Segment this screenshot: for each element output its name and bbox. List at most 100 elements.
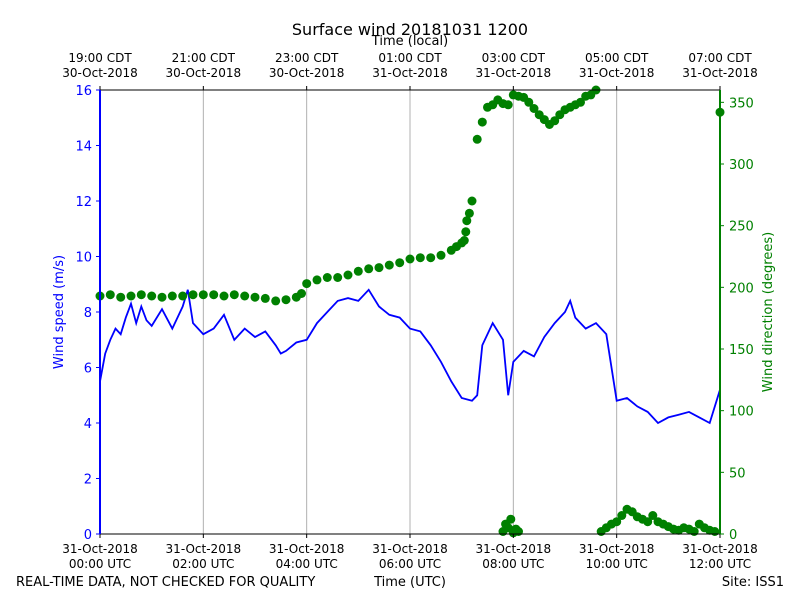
footer-quality-note: REAL-TIME DATA, NOT CHECKED FOR QUALITY: [16, 575, 316, 590]
x-tick-label: 06:00 UTC: [379, 557, 441, 571]
wind-direction-point: [648, 511, 658, 520]
wind-direction-point: [271, 296, 281, 306]
wind-direction-point: [209, 290, 219, 300]
wind-direction-point: [617, 511, 627, 520]
y-axis-label-right: Wind direction (degrees): [761, 232, 776, 392]
wind-direction-point: [550, 116, 560, 126]
x-tick-label: 31-Oct-2018: [269, 542, 345, 556]
right-tick-label: 250: [729, 220, 754, 235]
wind-direction-point: [374, 263, 384, 273]
left-tick-label: 6: [84, 362, 92, 377]
top-tick-label: 30-Oct-2018: [166, 66, 242, 80]
wind-direction-point: [415, 253, 425, 263]
left-tick-label: 16: [75, 84, 92, 99]
x-tick-label: 31-Oct-2018: [166, 542, 242, 556]
wind-direction-point: [167, 291, 177, 301]
right-tick-label: 100: [729, 405, 754, 420]
wind-direction-point: [281, 295, 291, 305]
top-axis-label: Time (local): [371, 34, 449, 49]
left-tick-label: 10: [75, 251, 92, 266]
wind-direction-point: [612, 517, 622, 527]
x-tick-label: 02:00 UTC: [172, 557, 234, 571]
wind-direction-point: [297, 289, 306, 298]
wind-direction-point: [333, 273, 343, 282]
top-tick-label: 31-Oct-2018: [476, 66, 552, 80]
right-tick-label: 350: [729, 96, 754, 111]
wind-direction-point: [116, 292, 126, 302]
wind-direction-point: [436, 250, 446, 260]
wind-direction-point: [506, 514, 516, 524]
x-tick-label: 10:00 UTC: [586, 557, 648, 571]
chart-title: Surface wind 20181031 1200: [291, 20, 529, 39]
top-tick-label: 30-Oct-2018: [269, 66, 345, 80]
left-tick-label: 0: [84, 528, 92, 543]
wind-direction-point: [477, 117, 487, 127]
wind-direction-point: [576, 97, 585, 107]
wind-direction-point: [240, 291, 250, 301]
wind-direction-point: [689, 527, 699, 536]
x-tick-label: 04:00 UTC: [276, 557, 338, 571]
x-tick-label: 08:00 UTC: [482, 557, 544, 571]
top-tick-label: 31-Oct-2018: [682, 66, 758, 80]
wind-direction-point: [503, 100, 513, 110]
y-axis-label-left: Wind speed (m/s): [52, 255, 67, 369]
wind-direction-point: [364, 264, 374, 274]
wind-speed-series: [99, 288, 721, 425]
wind-direction-point: [126, 291, 136, 301]
top-tick-label: 07:00 CDT: [688, 51, 752, 65]
wind-direction-point: [459, 236, 469, 245]
top-tick-label: 23:00 CDT: [275, 51, 339, 65]
wind-direction-point: [178, 291, 188, 301]
axes: [96, 86, 724, 538]
wind-direction-point: [710, 527, 720, 536]
wind-direction-point: [529, 104, 539, 113]
top-tick-label: 19:00 CDT: [68, 51, 132, 65]
left-tick-label: 8: [84, 306, 92, 321]
x-tick-label: 31-Oct-2018: [62, 542, 138, 556]
left-tick-label: 14: [75, 140, 92, 155]
wind-direction-point: [302, 279, 312, 289]
wind-direction-point: [524, 97, 534, 107]
left-tick-label: 2: [84, 473, 92, 488]
wind-direction-point: [157, 292, 167, 302]
top-tick-label: 30-Oct-2018: [62, 66, 138, 80]
right-tick-label: 50: [729, 466, 746, 481]
x-tick-label: 31-Oct-2018: [372, 542, 448, 556]
x-axis-label: Time (UTC): [374, 575, 446, 590]
wind-direction-point: [467, 196, 477, 206]
top-tick-label: 05:00 CDT: [585, 51, 649, 65]
wind-direction-point: [472, 134, 482, 144]
wind-direction-point: [188, 290, 198, 300]
right-tick-label: 300: [729, 158, 754, 173]
top-tick-label: 31-Oct-2018: [579, 66, 655, 80]
x-tick-label: 12:00 UTC: [689, 557, 751, 571]
footer-site: Site: ISS1: [721, 575, 784, 590]
wind-direction-point: [322, 273, 332, 282]
right-tick-label: 150: [729, 343, 754, 358]
wind-direction-point: [405, 254, 415, 264]
wind-direction-point: [250, 292, 260, 302]
wind-direction-point: [514, 527, 523, 536]
right-tick-label: 0: [729, 528, 737, 543]
wind-direction-point: [147, 291, 157, 301]
grid-lines: [202, 90, 618, 534]
x-tick-label: 31-Oct-2018: [476, 542, 552, 556]
left-tick-label: 4: [84, 417, 92, 432]
wind-direction-point: [426, 253, 436, 263]
wind-direction-point: [260, 293, 270, 303]
wind-speed-line: [99, 288, 721, 425]
right-tick-label: 200: [729, 281, 754, 296]
wind-direction-point: [343, 270, 353, 280]
wind-direction-point: [136, 290, 146, 300]
wind-direction-point: [461, 227, 471, 237]
left-tick-label: 12: [75, 195, 92, 210]
x-tick-label: 31-Oct-2018: [579, 542, 655, 556]
wind-direction-point: [462, 216, 472, 226]
wind-direction-point: [198, 290, 208, 300]
wind-direction-point: [384, 260, 394, 270]
wind-direction-point: [643, 517, 653, 527]
top-tick-label: 01:00 CDT: [378, 51, 442, 65]
wind-direction-point: [312, 275, 322, 285]
